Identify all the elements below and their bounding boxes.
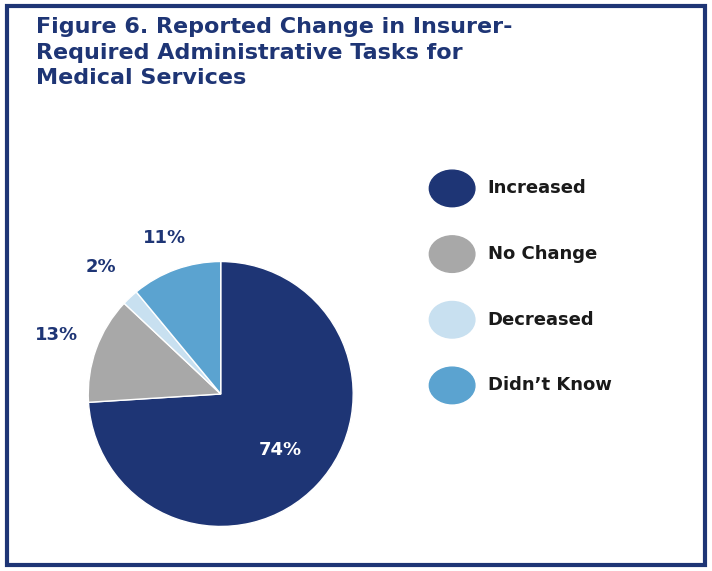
Text: Increased: Increased bbox=[488, 179, 587, 198]
Wedge shape bbox=[88, 303, 221, 403]
Text: No Change: No Change bbox=[488, 245, 597, 263]
Text: Figure 6. Reported Change in Insurer-
Required Administrative Tasks for
Medical : Figure 6. Reported Change in Insurer- Re… bbox=[36, 17, 512, 89]
Text: 13%: 13% bbox=[35, 326, 78, 344]
Text: 74%: 74% bbox=[259, 441, 302, 459]
Wedge shape bbox=[136, 262, 221, 394]
Wedge shape bbox=[88, 262, 353, 526]
Text: Didn’t Know: Didn’t Know bbox=[488, 376, 612, 395]
Text: 2%: 2% bbox=[85, 258, 116, 276]
Text: Decreased: Decreased bbox=[488, 311, 595, 329]
Text: 11%: 11% bbox=[143, 229, 187, 247]
Wedge shape bbox=[124, 292, 221, 394]
